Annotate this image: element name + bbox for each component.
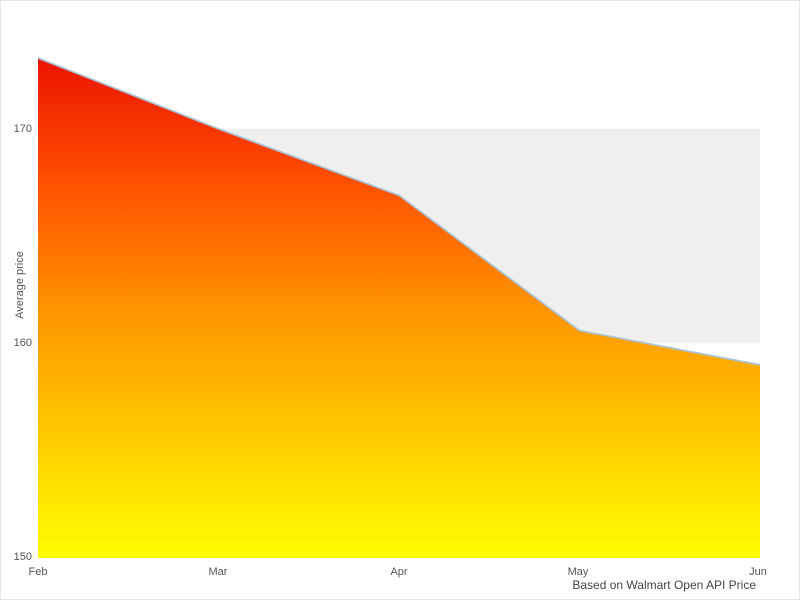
x-tick-mar: Mar (208, 566, 228, 578)
x-tick-apr: Apr (390, 566, 408, 578)
x-tick-feb: Feb (28, 566, 48, 578)
y-tick-160: 160 (13, 337, 32, 349)
y-tick-150: 150 (13, 551, 32, 563)
source-caption: Based on Walmart Open API Price (572, 578, 756, 592)
x-tick-may: May (567, 566, 589, 578)
y-tick-170: 170 (13, 123, 32, 135)
x-tick-jun: Jun (749, 566, 767, 578)
